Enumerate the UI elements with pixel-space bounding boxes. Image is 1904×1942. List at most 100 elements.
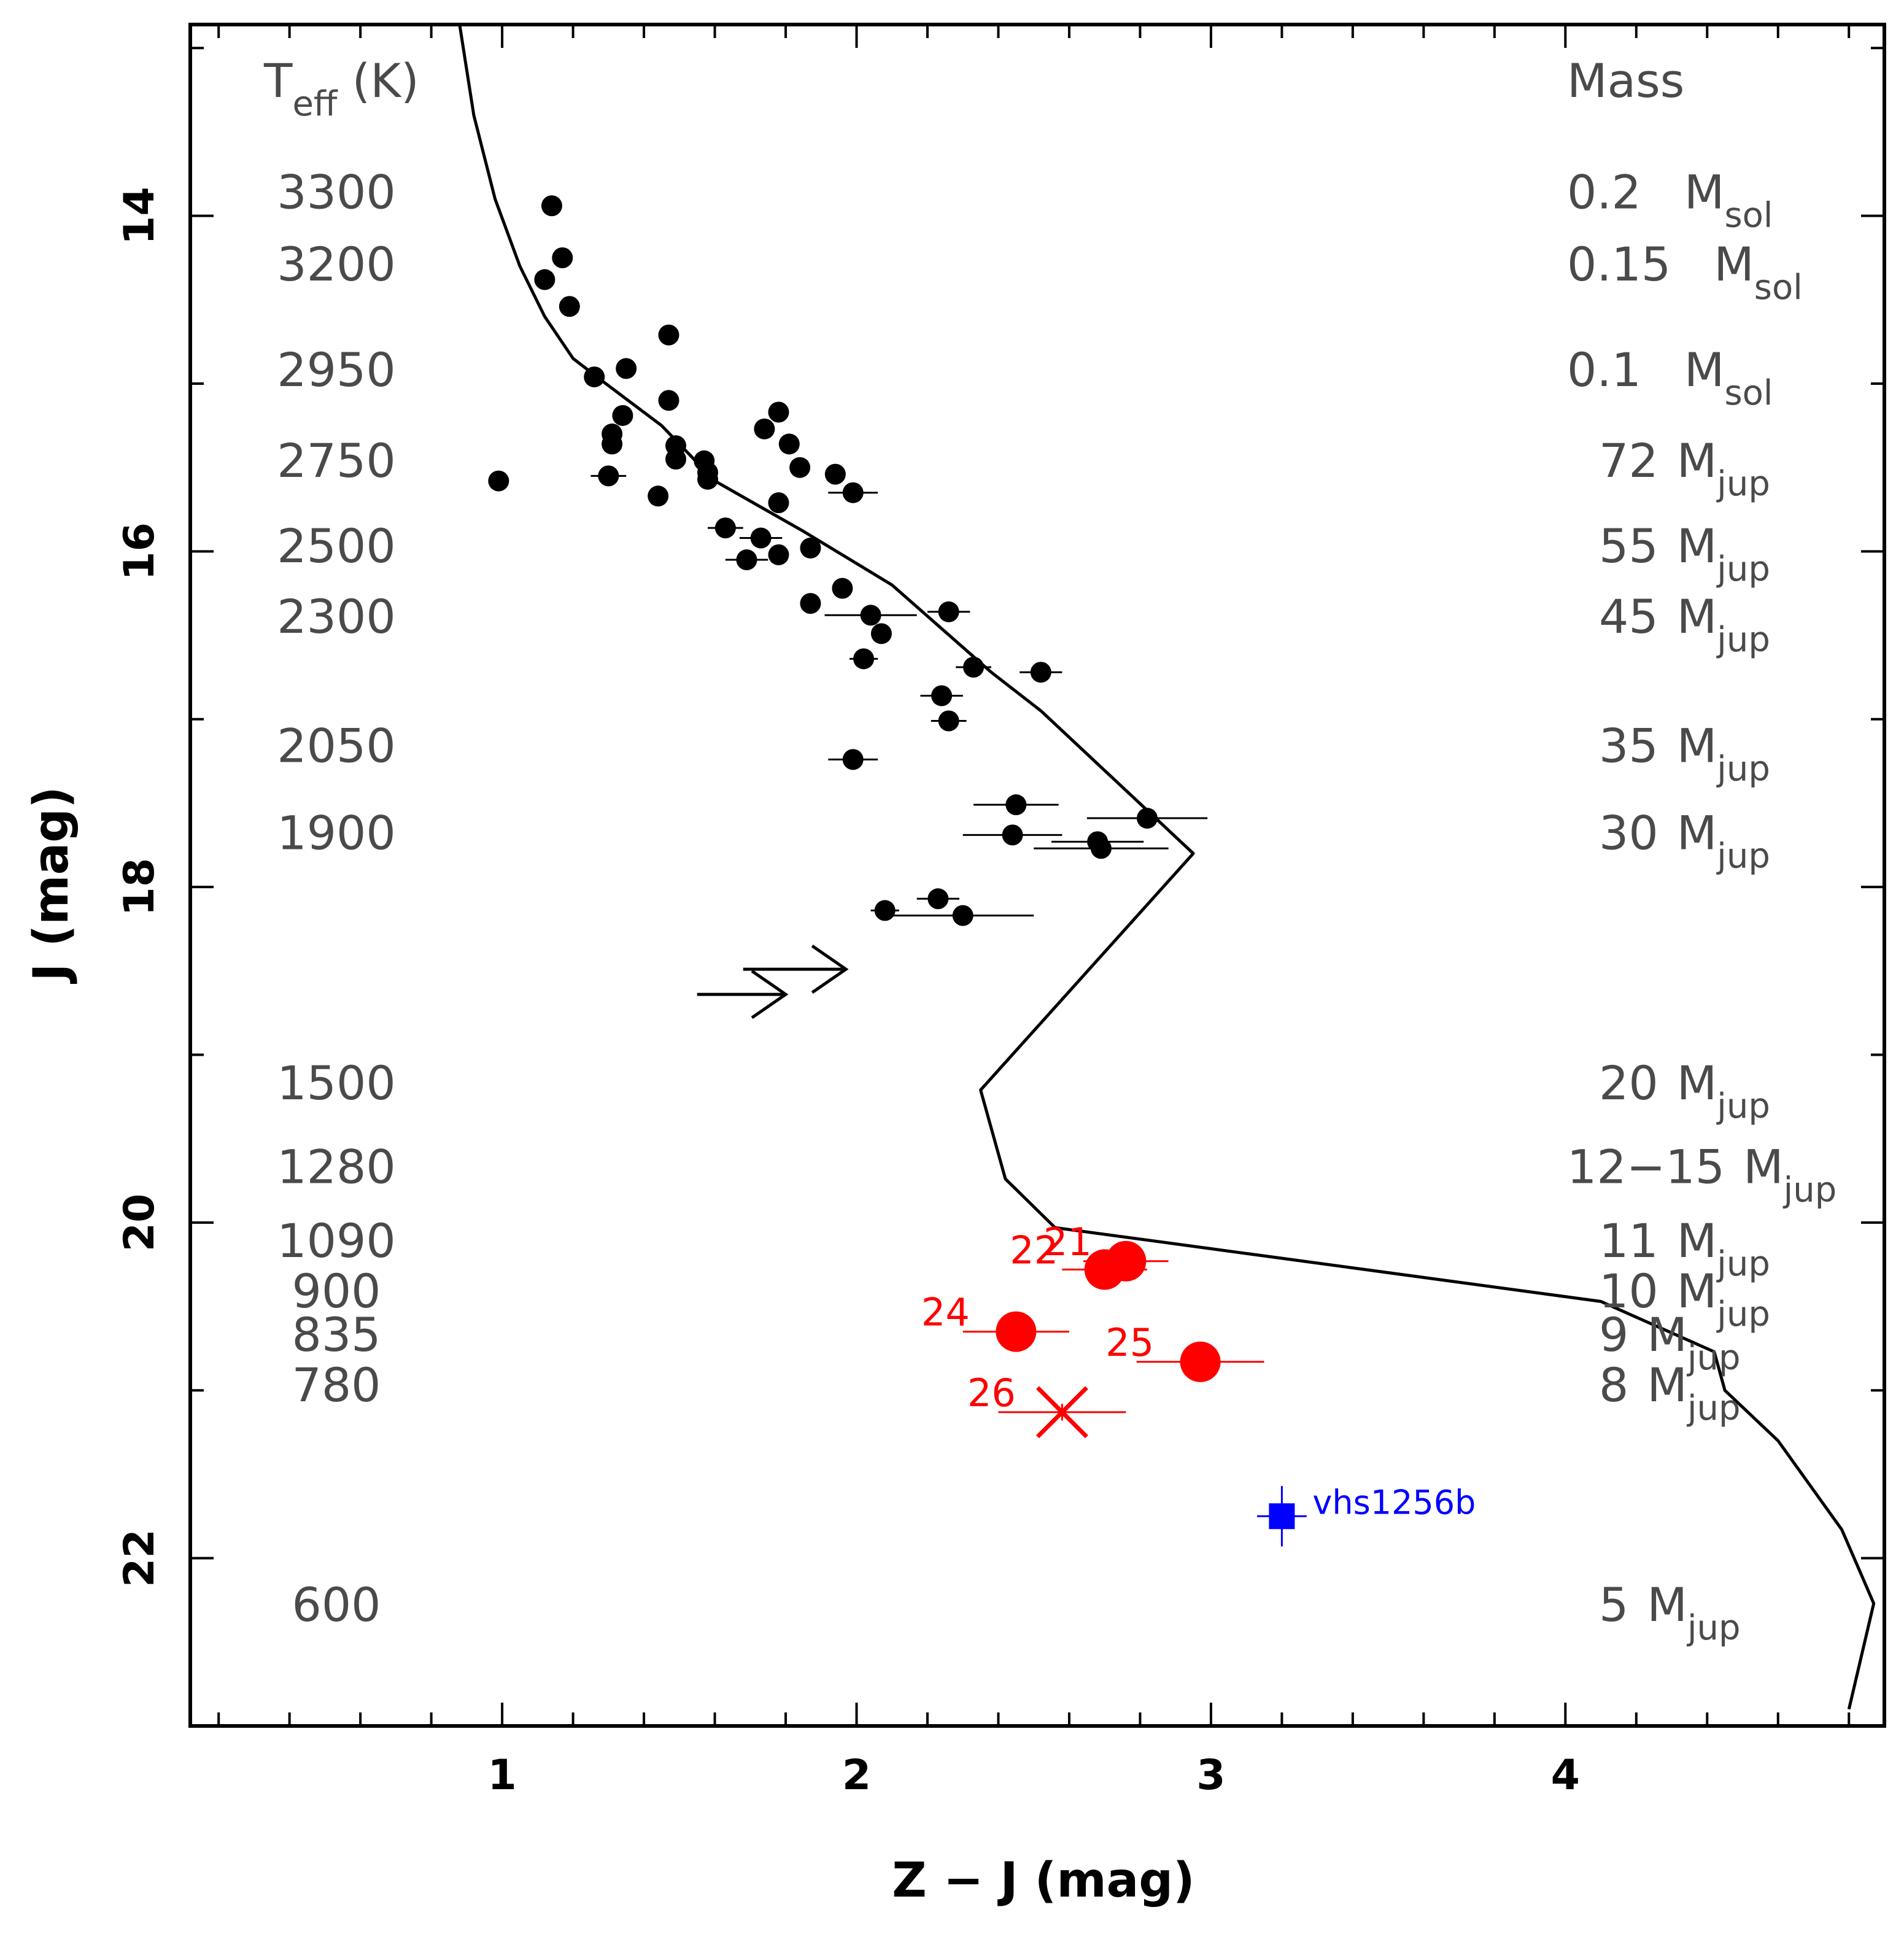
x-tick-label: 3 bbox=[1196, 1751, 1225, 1800]
mass-unit-sub: jup bbox=[1716, 620, 1770, 660]
teff-label: 1900 bbox=[277, 806, 395, 861]
member-point bbox=[789, 457, 811, 478]
member-point bbox=[832, 578, 853, 599]
mass-unit: M bbox=[1684, 342, 1725, 397]
mass-value: 8 bbox=[1599, 1358, 1628, 1412]
mass-unit: M bbox=[1677, 519, 1717, 573]
member-point bbox=[860, 605, 881, 626]
mass-label: 11 Mjup bbox=[1599, 1213, 1770, 1284]
member-point bbox=[552, 247, 573, 268]
candidate-26: 26 bbox=[967, 1371, 1126, 1439]
mass-value: 55 bbox=[1599, 519, 1658, 573]
mass-value: 10 bbox=[1599, 1264, 1658, 1318]
member-point bbox=[842, 749, 864, 770]
mass-unit: M bbox=[1677, 719, 1717, 773]
teff-label: 835 bbox=[292, 1307, 381, 1362]
member-point bbox=[963, 657, 985, 678]
member-point bbox=[870, 623, 892, 644]
member-point bbox=[824, 463, 846, 485]
candidate-point bbox=[1180, 1341, 1221, 1382]
candidate-label: 22 bbox=[1010, 1228, 1058, 1272]
mass-unit-sub: jup bbox=[1716, 749, 1770, 789]
y-tick-label: 14 bbox=[115, 187, 164, 245]
member-point bbox=[800, 593, 821, 614]
mass-unit-sub: jup bbox=[1716, 549, 1770, 589]
teff-header: Teff (K) bbox=[263, 53, 419, 124]
candidate-21: 21 bbox=[1043, 1220, 1169, 1282]
annotation-labels: Teff (K) Mass3300320029502750250023002050… bbox=[263, 53, 1836, 1648]
mass-unit-sub: jup bbox=[1686, 1388, 1741, 1428]
isochrone-line bbox=[458, 25, 1876, 1710]
mass-unit-sub: sol bbox=[1754, 268, 1803, 308]
candidate-label: 21 bbox=[1043, 1220, 1092, 1264]
mass-unit: M bbox=[1677, 433, 1717, 488]
candidate-25: 25 bbox=[1105, 1320, 1264, 1382]
member-point bbox=[1002, 824, 1023, 846]
plot-frame bbox=[188, 23, 1886, 1728]
mass-label: 55 Mjup bbox=[1599, 519, 1770, 589]
member-point bbox=[853, 648, 875, 670]
mass-unit-sub: jup bbox=[1716, 464, 1770, 504]
mass-label: 20 Mjup bbox=[1599, 1056, 1770, 1126]
member-point bbox=[648, 486, 669, 507]
vhs1256b-marker: vhs1256b bbox=[1256, 1483, 1476, 1547]
mass-label: 35 Mjup bbox=[1599, 719, 1770, 789]
candidate-label: 24 bbox=[921, 1290, 970, 1335]
member-point bbox=[616, 358, 637, 379]
mass-unit: M bbox=[1647, 1307, 1687, 1362]
teff-header-main: T bbox=[263, 53, 293, 108]
candidate-label: 26 bbox=[967, 1371, 1016, 1415]
teff-header-sub: eff bbox=[292, 84, 338, 124]
mass-unit: M bbox=[1677, 1213, 1717, 1268]
teff-label: 2500 bbox=[277, 519, 395, 573]
teff-label: 2750 bbox=[277, 433, 395, 488]
member-point bbox=[938, 710, 959, 732]
member-point bbox=[1030, 662, 1051, 683]
member-point bbox=[768, 544, 789, 565]
axis-ticks: 1 2 3 4 14 16 18 20 22 bbox=[115, 25, 1884, 1800]
teff-label: 2950 bbox=[277, 342, 395, 397]
mass-value: 72 bbox=[1599, 433, 1658, 488]
mass-header: Mass bbox=[1567, 53, 1684, 108]
member-point bbox=[778, 433, 800, 455]
member-point bbox=[1136, 808, 1158, 829]
mass-label: 72 Mjup bbox=[1599, 433, 1770, 504]
plot-frame-layer bbox=[188, 23, 1886, 1728]
mass-value: 45 bbox=[1599, 589, 1658, 644]
candidate-label: 25 bbox=[1105, 1320, 1154, 1365]
mass-unit: M bbox=[1743, 1140, 1784, 1194]
x-tick-label: 1 bbox=[487, 1751, 516, 1800]
member-point bbox=[768, 401, 789, 423]
mass-label: 5 Mjup bbox=[1599, 1577, 1741, 1648]
x-tick-label: 2 bbox=[842, 1751, 871, 1800]
teff-label: 780 bbox=[292, 1358, 381, 1412]
member-point bbox=[488, 470, 509, 492]
mass-unit-sub: sol bbox=[1724, 373, 1773, 413]
x-tick-label: 4 bbox=[1551, 1751, 1580, 1800]
mass-label: 30 Mjup bbox=[1599, 806, 1770, 876]
member-point bbox=[842, 482, 864, 503]
mass-label: 0.2 Msol bbox=[1567, 164, 1773, 235]
mass-unit: M bbox=[1677, 1264, 1717, 1318]
member-point bbox=[534, 269, 555, 290]
member-point bbox=[598, 465, 619, 487]
y-axis-title: J (mag) bbox=[24, 786, 79, 984]
mass-unit-sub: jup bbox=[1716, 837, 1770, 876]
lower-limit-arrow bbox=[697, 970, 789, 1019]
mass-label: 9 Mjup bbox=[1599, 1307, 1741, 1378]
arrow-head bbox=[811, 945, 849, 994]
member-point bbox=[874, 900, 896, 921]
mass-unit: M bbox=[1714, 237, 1754, 292]
mass-unit-sub: jup bbox=[1716, 1086, 1770, 1126]
mass-unit-sub: sol bbox=[1724, 195, 1773, 235]
teff-label: 2050 bbox=[277, 719, 395, 773]
mass-label: 0.1 Msol bbox=[1567, 342, 1773, 413]
mass-value: 0.15 bbox=[1567, 237, 1671, 292]
candidate-point bbox=[1084, 1249, 1125, 1290]
member-point bbox=[1005, 794, 1027, 816]
teff-label: 1500 bbox=[277, 1056, 395, 1110]
member-point bbox=[938, 601, 959, 622]
member-point bbox=[541, 195, 562, 217]
mass-unit: M bbox=[1677, 589, 1717, 644]
